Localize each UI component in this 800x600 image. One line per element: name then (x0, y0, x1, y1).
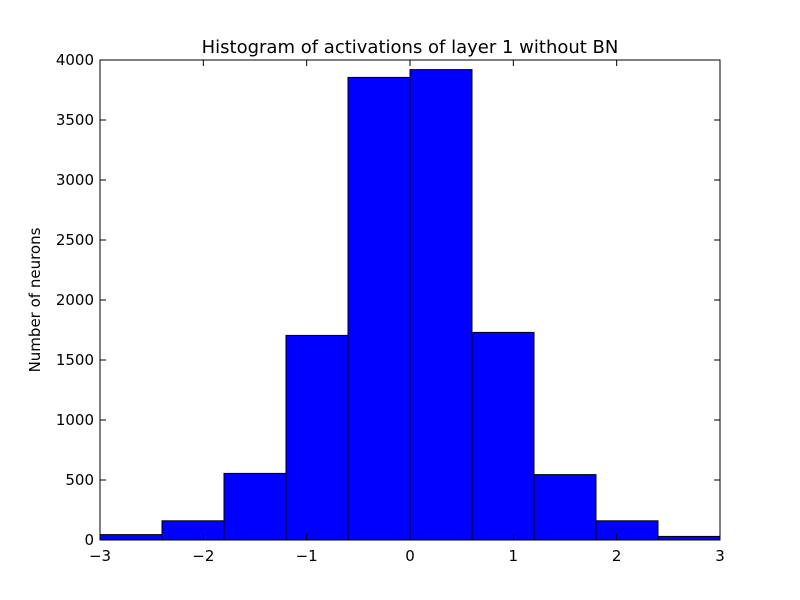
y-axis-label: Number of neurons (26, 227, 44, 372)
y-tick-label: 1000 (56, 411, 94, 429)
x-tick-label: −2 (192, 547, 214, 565)
y-tick-label: 1500 (56, 351, 94, 369)
x-tick-label: 2 (612, 547, 622, 565)
y-tick-label: 3500 (56, 111, 94, 129)
y-tick-label: 0 (84, 531, 94, 549)
histogram-bar (285, 334, 349, 541)
bars-group (99, 69, 721, 541)
histogram-bar (161, 520, 225, 541)
histogram-bar (533, 474, 597, 541)
chart-title: Histogram of activations of layer 1 with… (202, 37, 619, 58)
histogram-bar (223, 472, 287, 541)
y-tick-label: 3000 (56, 171, 94, 189)
y-tick-label: 2000 (56, 291, 94, 309)
histogram-bar (657, 535, 721, 541)
x-tick-label: 0 (405, 547, 415, 565)
y-tick-label: 2500 (56, 231, 94, 249)
y-tick-label: 500 (65, 471, 94, 489)
x-tick-label: −3 (89, 547, 111, 565)
x-tick-label: −1 (296, 547, 318, 565)
y-tick-label: 4000 (56, 51, 94, 69)
histogram-bar (471, 331, 535, 541)
plot-frame (99, 59, 721, 541)
histogram-bar (347, 76, 411, 541)
x-tick-label: 3 (715, 547, 725, 565)
histogram-bar (595, 520, 659, 541)
x-tick-label: 1 (509, 547, 519, 565)
ticks-group: −3 −2 −1 0 1 2 3 0 500 1000 1500 2000 2500 3000 3500 40… (56, 51, 725, 565)
histogram-bar (409, 69, 473, 541)
histogram-bar (99, 534, 163, 541)
